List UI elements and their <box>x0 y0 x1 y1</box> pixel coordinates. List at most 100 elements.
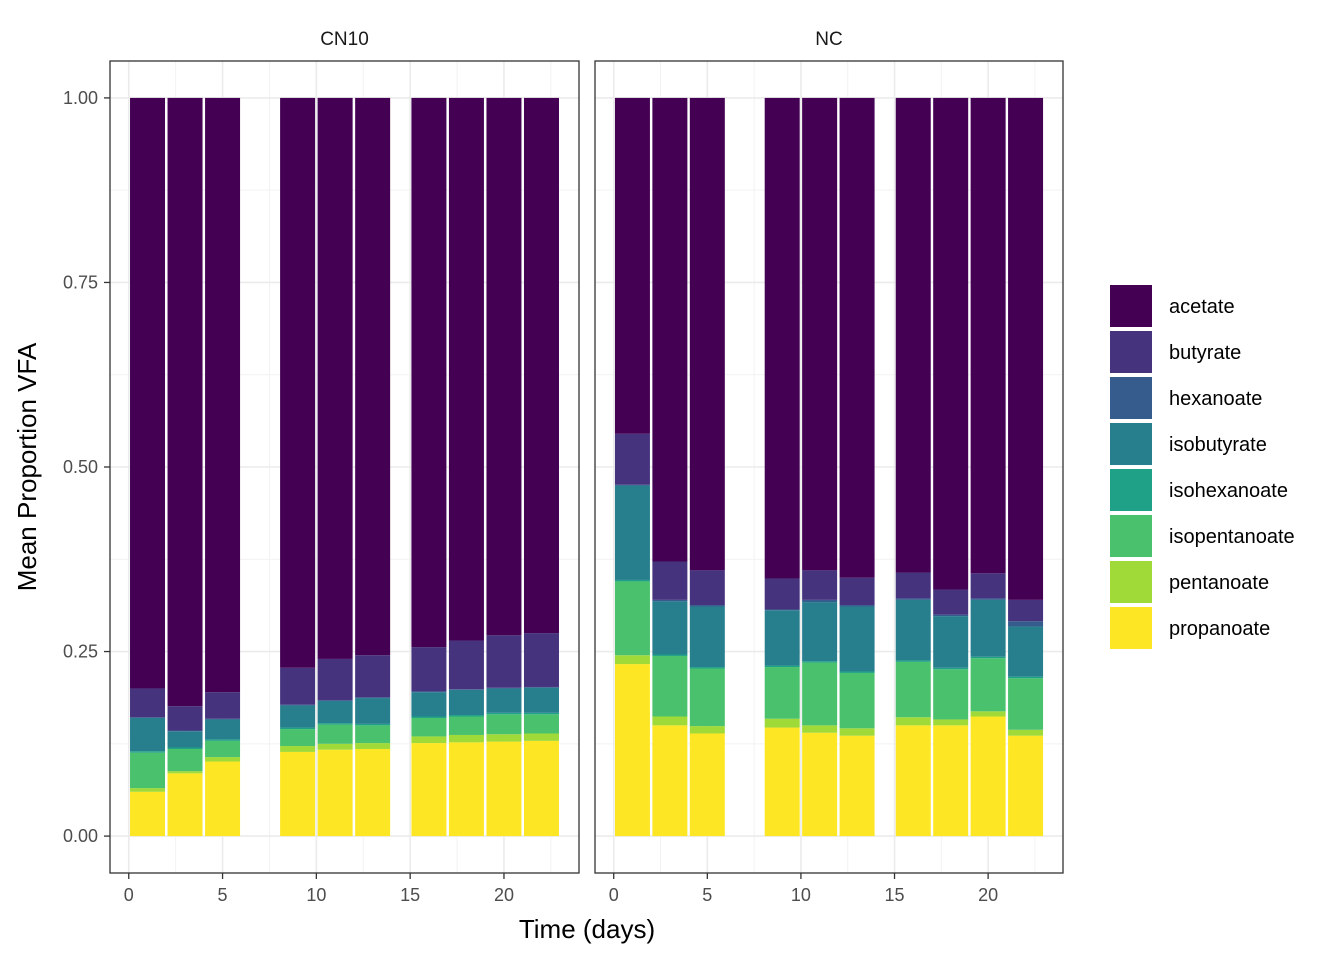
bar-segment-propanoate <box>933 725 969 837</box>
facet-strip-label: CN10 <box>320 29 369 50</box>
bar-segment-butyrate <box>970 573 1006 599</box>
legend-label-hexanoate: hexanoate <box>1169 388 1262 410</box>
legend-item-acetate: acetate <box>1110 285 1235 327</box>
bar-segment-isohexanoate <box>167 747 203 749</box>
bar-segment-isohexanoate <box>486 712 522 715</box>
bar-segment-hexanoate <box>448 689 484 690</box>
bar-segment-acetate <box>523 97 559 634</box>
bar-segment-acetate <box>764 97 800 579</box>
bar-segment-hexanoate <box>205 718 241 720</box>
panel-border <box>594 60 1064 874</box>
legend-key-acetate <box>1110 285 1152 327</box>
bar-segment-pentanoate <box>130 788 166 792</box>
bar-segment-isobutyrate <box>689 606 725 668</box>
bar-segment-pentanoate <box>839 728 875 736</box>
bar-segment-butyrate <box>355 655 391 698</box>
bar-segment-hexanoate <box>411 691 447 693</box>
legend-key-isohexanoate <box>1110 469 1152 511</box>
x-tick-label: 10 <box>306 885 326 905</box>
bar-segment-acetate <box>317 97 353 659</box>
bar-segment-isopentanoate <box>355 725 391 744</box>
bar-segment-isobutyrate <box>411 692 447 717</box>
legend-label-pentanoate: pentanoate <box>1169 572 1269 594</box>
bar-segment-pentanoate <box>802 725 838 733</box>
legend-label-isohexanoate: isohexanoate <box>1169 480 1288 502</box>
x-tick-label: 5 <box>218 885 228 905</box>
panels-layer: CN10 0 5 10 15 20 0.00 0.25 0.50 0.75 1.00 NC 0 5 10 15… <box>63 29 1064 905</box>
bar-segment-butyrate <box>802 570 838 600</box>
bar-segment-isohexanoate <box>1008 676 1044 679</box>
bar-segment-hexanoate <box>523 686 559 688</box>
bar-segment-isohexanoate <box>130 751 166 753</box>
bar-segment-butyrate <box>280 667 316 705</box>
bar-segment-hexanoate <box>614 484 650 486</box>
legend-key-pentanoate <box>1110 561 1152 603</box>
bar-segment-butyrate <box>167 706 203 731</box>
bar-segment-isohexanoate <box>205 739 241 741</box>
bar-segment-isohexanoate <box>933 667 969 670</box>
bar-segment-isopentanoate <box>933 669 969 720</box>
bar-segment-hexanoate <box>1008 621 1044 627</box>
x-tick-label: 10 <box>791 885 811 905</box>
bar-segment-isobutyrate <box>895 599 931 661</box>
bar-segment-pentanoate <box>205 757 241 762</box>
bar-segment-isopentanoate <box>614 581 650 656</box>
bar-segment-hexanoate <box>317 700 353 702</box>
bar-segment-hexanoate <box>486 687 522 689</box>
bar-segment-hexanoate <box>167 730 203 732</box>
y-tick-label: 1.00 <box>63 88 98 108</box>
bar-segment-propanoate <box>280 751 316 837</box>
bar-segment-propanoate <box>448 742 484 837</box>
bar-segment-propanoate <box>970 716 1006 837</box>
bar-segment-hexanoate <box>130 717 166 718</box>
bar-segment-acetate <box>205 97 241 693</box>
facet-panel-nc: NC 0 5 10 15 20 <box>594 29 1064 905</box>
legend-label-isopentanoate: isopentanoate <box>1169 526 1295 548</box>
bar-segment-isobutyrate <box>448 689 484 716</box>
facet-strip-label: NC <box>815 29 842 50</box>
bar-segment-butyrate <box>614 433 650 485</box>
bar-segment-butyrate <box>486 635 522 688</box>
bar-segment-acetate <box>895 97 931 573</box>
bar-segment-pentanoate <box>355 743 391 749</box>
legend-label-isobutyrate: isobutyrate <box>1169 434 1267 456</box>
bar-segment-isopentanoate <box>970 658 1006 712</box>
bar-segment-hexanoate <box>970 598 1006 600</box>
bar-segment-isopentanoate <box>1008 678 1044 730</box>
bar-segment-butyrate <box>895 572 931 599</box>
bar-segment-hexanoate <box>689 605 725 607</box>
legend-key-isopentanoate <box>1110 515 1152 557</box>
bar-segment-isopentanoate <box>167 748 203 772</box>
x-tick-label: 20 <box>494 885 514 905</box>
bar-segment-isohexanoate <box>614 579 650 582</box>
bar-segment-pentanoate <box>486 734 522 742</box>
legend-key-propanoate <box>1110 607 1152 649</box>
bar-segment-isohexanoate <box>689 667 725 669</box>
bar-segment-acetate <box>167 97 203 707</box>
bar-segment-isopentanoate <box>764 667 800 719</box>
legend-label-butyrate: butyrate <box>1169 342 1241 364</box>
bar-segment-propanoate <box>1008 735 1044 837</box>
bar-segment-isopentanoate <box>317 724 353 744</box>
bar-segment-pentanoate <box>764 718 800 728</box>
bar-segment-pentanoate <box>448 734 484 743</box>
bar-segment-butyrate <box>205 692 241 719</box>
x-tick-label: 5 <box>702 885 712 905</box>
bar-segment-isohexanoate <box>802 661 838 663</box>
bar-segment-acetate <box>411 97 447 648</box>
bar-segment-isopentanoate <box>689 668 725 727</box>
bar-segment-isohexanoate <box>839 671 875 673</box>
bar-segment-butyrate <box>448 640 484 690</box>
y-tick-label: 0.25 <box>63 642 98 662</box>
x-tick-label: 20 <box>978 885 998 905</box>
bar-segment-isopentanoate <box>895 661 931 718</box>
bar-segment-isohexanoate <box>764 665 800 668</box>
legend-item-isobutyrate: isobutyrate <box>1110 423 1267 465</box>
bar-segment-propanoate <box>839 735 875 837</box>
bar-segment-acetate <box>689 97 725 571</box>
bar-segment-isohexanoate <box>280 727 316 730</box>
y-axis-title: Mean Proportion VFA <box>12 342 42 591</box>
bar-segment-butyrate <box>652 561 688 600</box>
bar-segment-isopentanoate <box>802 662 838 726</box>
bar-segment-pentanoate <box>689 726 725 734</box>
